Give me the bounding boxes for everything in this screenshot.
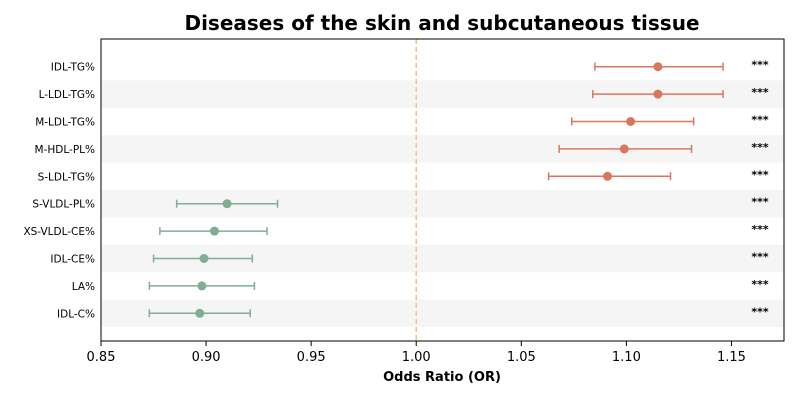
category-label: XS-VLDL-CE% xyxy=(23,226,95,238)
x-tick-label: 1.00 xyxy=(402,350,431,365)
or-point xyxy=(209,226,219,236)
significance-label: *** xyxy=(751,223,769,236)
forest-row: IDL-TG% *** xyxy=(51,59,769,74)
forest-row: L-LDL-TG% *** xyxy=(39,86,769,101)
or-point xyxy=(653,89,663,99)
or-point xyxy=(195,308,205,318)
x-axis-label: Odds Ratio (OR) xyxy=(383,370,501,385)
forest-row: M-LDL-TG% *** xyxy=(35,114,769,129)
or-point xyxy=(222,199,232,209)
forest-row: IDL-C% *** xyxy=(57,305,769,320)
x-tick-label: 1.10 xyxy=(612,350,641,365)
category-label: M-HDL-PL% xyxy=(35,144,95,156)
category-label: M-LDL-TG% xyxy=(35,117,95,129)
significance-label: *** xyxy=(751,251,769,264)
or-point xyxy=(626,117,636,126)
or-point xyxy=(199,254,209,263)
significance-label: *** xyxy=(751,86,769,99)
category-label: IDL-TG% xyxy=(51,62,95,74)
significance-label: *** xyxy=(751,305,769,318)
category-label: L-LDL-TG% xyxy=(39,89,95,101)
or-point xyxy=(602,171,612,181)
x-tick-label: 1.05 xyxy=(507,350,536,365)
forest-row: IDL-CE% *** xyxy=(50,251,768,266)
x-tick-label: 0.95 xyxy=(297,350,326,365)
significance-label: *** xyxy=(751,114,769,127)
forest-row: S-VLDL-PL% *** xyxy=(32,196,768,211)
category-label: IDL-C% xyxy=(57,308,95,320)
significance-label: *** xyxy=(751,278,769,291)
x-tick-label: 1.15 xyxy=(717,350,746,365)
x-tick-label: 0.90 xyxy=(192,350,221,365)
category-label: IDL-CE% xyxy=(50,254,95,266)
forest-row: M-HDL-PL% *** xyxy=(35,141,769,156)
plot-frame xyxy=(100,38,785,342)
forest-row: XS-VLDL-CE% *** xyxy=(23,223,768,238)
significance-label: *** xyxy=(751,196,769,209)
significance-label: *** xyxy=(751,168,769,181)
or-point xyxy=(653,62,663,72)
category-label: S-LDL-TG% xyxy=(38,171,95,183)
forest-row: S-LDL-TG% *** xyxy=(38,168,769,183)
category-label: LA% xyxy=(72,281,95,293)
significance-label: *** xyxy=(751,59,769,72)
or-point xyxy=(197,281,207,291)
category-label: S-VLDL-PL% xyxy=(32,199,95,211)
forest-row: LA% *** xyxy=(72,278,769,293)
x-tick-label: 0.85 xyxy=(87,350,116,365)
or-point xyxy=(619,144,629,154)
chart-title: Diseases of the skin and subcutaneous ti… xyxy=(184,11,699,35)
significance-label: *** xyxy=(751,141,769,154)
